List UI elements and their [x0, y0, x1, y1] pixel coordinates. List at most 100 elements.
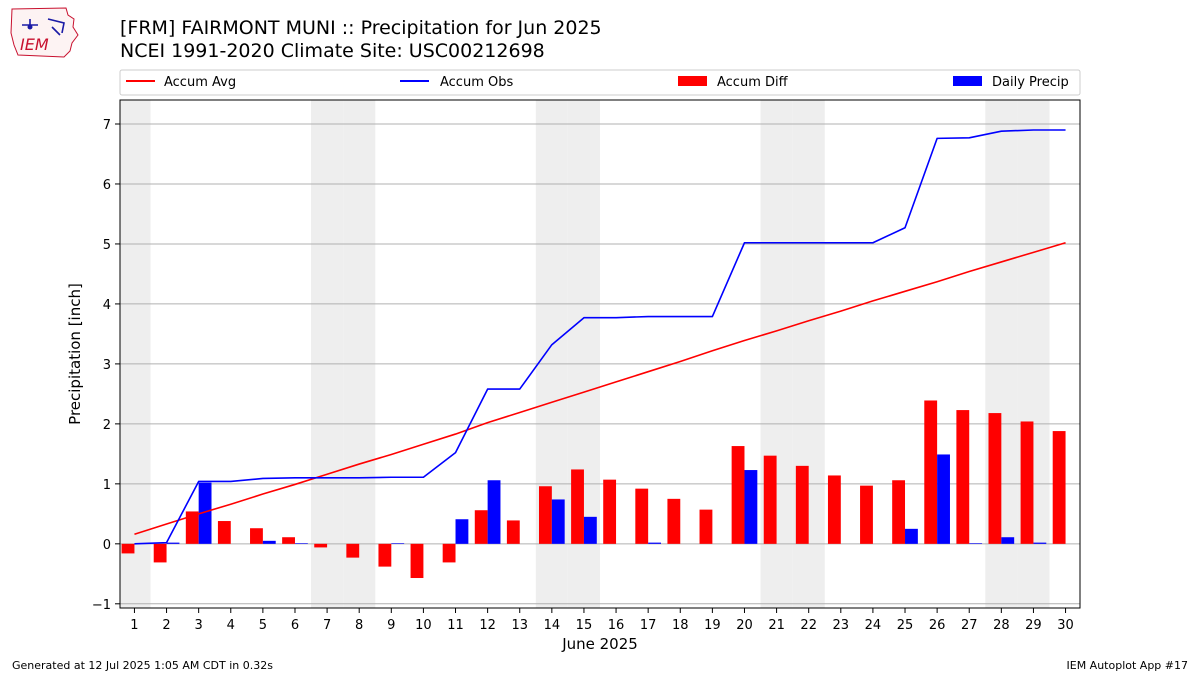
xtick-label-9: 9 [387, 618, 395, 633]
generated-timestamp: Generated at 12 Jul 2025 1:05 AM CDT in … [12, 659, 273, 672]
bar-daily-precip-day-26 [937, 454, 950, 544]
bar-accum-diff-day-3 [185, 511, 199, 544]
legend-swatch-accum-diff [678, 76, 707, 86]
y-axis-label: Precipitation [inch] [66, 283, 84, 425]
bar-daily-precip-day-27 [969, 543, 983, 544]
weekend-band-28 [985, 100, 1018, 608]
bar-accum-diff-day-14 [538, 486, 552, 544]
xtick-label-24: 24 [865, 618, 882, 633]
xtick-label-14: 14 [544, 618, 561, 633]
bar-accum-diff-day-19 [699, 509, 713, 544]
x-axis-ticks: 1 2 3 4 5 6 7 8 9 10 11 12 13 14 15 16 17 18 19 20 21 22 23 24 2… [130, 608, 1074, 633]
bar-daily-precip-day-17 [648, 542, 662, 544]
bars [121, 400, 1066, 579]
weekend-band-15 [567, 100, 600, 608]
ytick-label-6: 6 [103, 178, 111, 193]
bar-accum-diff-day-27 [956, 410, 970, 544]
xtick-label-27: 27 [961, 618, 978, 633]
weekend-band-14 [535, 100, 568, 608]
bar-accum-diff-day-24 [860, 485, 873, 544]
xtick-label-12: 12 [479, 618, 496, 633]
xtick-label-16: 16 [608, 618, 625, 633]
bar-daily-precip-day-3 [198, 482, 212, 544]
xtick-label-21: 21 [768, 618, 785, 633]
weekend-shading [120, 100, 1050, 608]
bar-accum-diff-day-8 [346, 543, 360, 558]
bar-accum-diff-day-4 [217, 521, 231, 544]
xtick-label-6: 6 [291, 618, 299, 633]
bar-daily-precip-day-25 [905, 528, 918, 544]
xtick-label-23: 23 [833, 618, 850, 633]
bar-accum-diff-day-30 [1052, 431, 1066, 544]
bar-accum-diff-day-25 [892, 480, 906, 544]
ytick-label-0: 0 [103, 538, 111, 553]
line-accum-obs [134, 129, 1066, 545]
bar-accum-diff-day-16 [603, 479, 617, 544]
bar-daily-precip-day-5 [262, 540, 276, 544]
ytick-label-3: 3 [103, 358, 111, 373]
bar-accum-diff-day-18 [667, 498, 681, 544]
xtick-label-7: 7 [323, 618, 331, 633]
xtick-label-3: 3 [195, 618, 203, 633]
bar-accum-diff-day-5 [250, 528, 263, 544]
xtick-label-15: 15 [576, 618, 593, 633]
bar-accum-diff-day-26 [924, 400, 938, 544]
bar-accum-diff-day-12 [474, 510, 488, 544]
chart-title: [FRM] FAIRMONT MUNI :: Precipitation for… [120, 17, 602, 39]
xtick-label-29: 29 [1025, 618, 1042, 633]
ytick-label-7: 7 [103, 118, 111, 133]
chart-subtitle: NCEI 1991-2020 Climate Site: USC00212698 [120, 40, 545, 62]
xtick-label-25: 25 [897, 618, 914, 633]
bar-daily-precip-day-2 [166, 542, 180, 544]
lines [134, 129, 1066, 545]
bar-accum-diff-day-29 [1020, 421, 1034, 544]
legend-swatch-daily-precip [953, 76, 982, 86]
bar-accum-diff-day-20 [731, 446, 745, 544]
bar-accum-diff-day-13 [506, 520, 520, 544]
xtick-label-20: 20 [736, 618, 753, 633]
bar-accum-diff-day-1 [121, 543, 135, 554]
xtick-label-28: 28 [993, 618, 1010, 633]
xtick-label-19: 19 [704, 618, 721, 633]
bar-accum-diff-day-6 [282, 537, 295, 544]
bar-daily-precip-day-11 [455, 519, 469, 544]
weekend-band-21 [760, 100, 793, 608]
ytick-label--1: −1 [92, 598, 111, 613]
legend-accum-obs: Accum Obs [440, 75, 513, 90]
bar-daily-precip-day-9 [391, 543, 405, 544]
weekend-band-1 [120, 100, 151, 608]
bar-accum-diff-day-23 [827, 475, 841, 544]
bar-daily-precip-day-20 [744, 470, 758, 544]
xtick-label-17: 17 [640, 618, 657, 633]
bar-accum-diff-day-28 [988, 413, 1002, 544]
bar-daily-precip-day-28 [1001, 537, 1015, 544]
xtick-label-26: 26 [929, 618, 946, 633]
xtick-label-10: 10 [415, 618, 432, 633]
weekend-band-22 [792, 100, 825, 608]
xtick-label-4: 4 [227, 618, 235, 633]
legend-daily-precip: Daily Precip [992, 75, 1069, 90]
ytick-label-4: 4 [103, 298, 111, 313]
bar-daily-precip-day-15 [583, 516, 597, 544]
bar-accum-diff-day-9 [378, 543, 392, 567]
bar-accum-diff-day-17 [635, 488, 649, 544]
bar-accum-diff-day-10 [410, 543, 424, 579]
legend-accum-diff: Accum Diff [717, 75, 789, 90]
bar-daily-precip-day-29 [1033, 542, 1047, 544]
xtick-label-5: 5 [259, 618, 267, 633]
bar-daily-precip-day-6 [294, 543, 308, 544]
grid-lines [120, 123, 1080, 605]
bar-accum-diff-day-7 [314, 543, 328, 548]
xtick-label-13: 13 [511, 618, 528, 633]
bar-accum-diff-day-11 [442, 543, 456, 563]
xtick-label-11: 11 [447, 618, 464, 633]
bar-accum-diff-day-22 [795, 465, 809, 544]
xtick-label-30: 30 [1057, 618, 1074, 633]
ytick-label-5: 5 [103, 238, 111, 253]
line-accum-avg [134, 241, 1066, 535]
bar-accum-diff-day-15 [571, 469, 584, 544]
legend-accum-avg: Accum Avg [164, 75, 236, 90]
plot-frame [119, 99, 1081, 609]
legend: Accum Avg Accum Obs Accum Diff Daily Pre… [119, 69, 1081, 96]
